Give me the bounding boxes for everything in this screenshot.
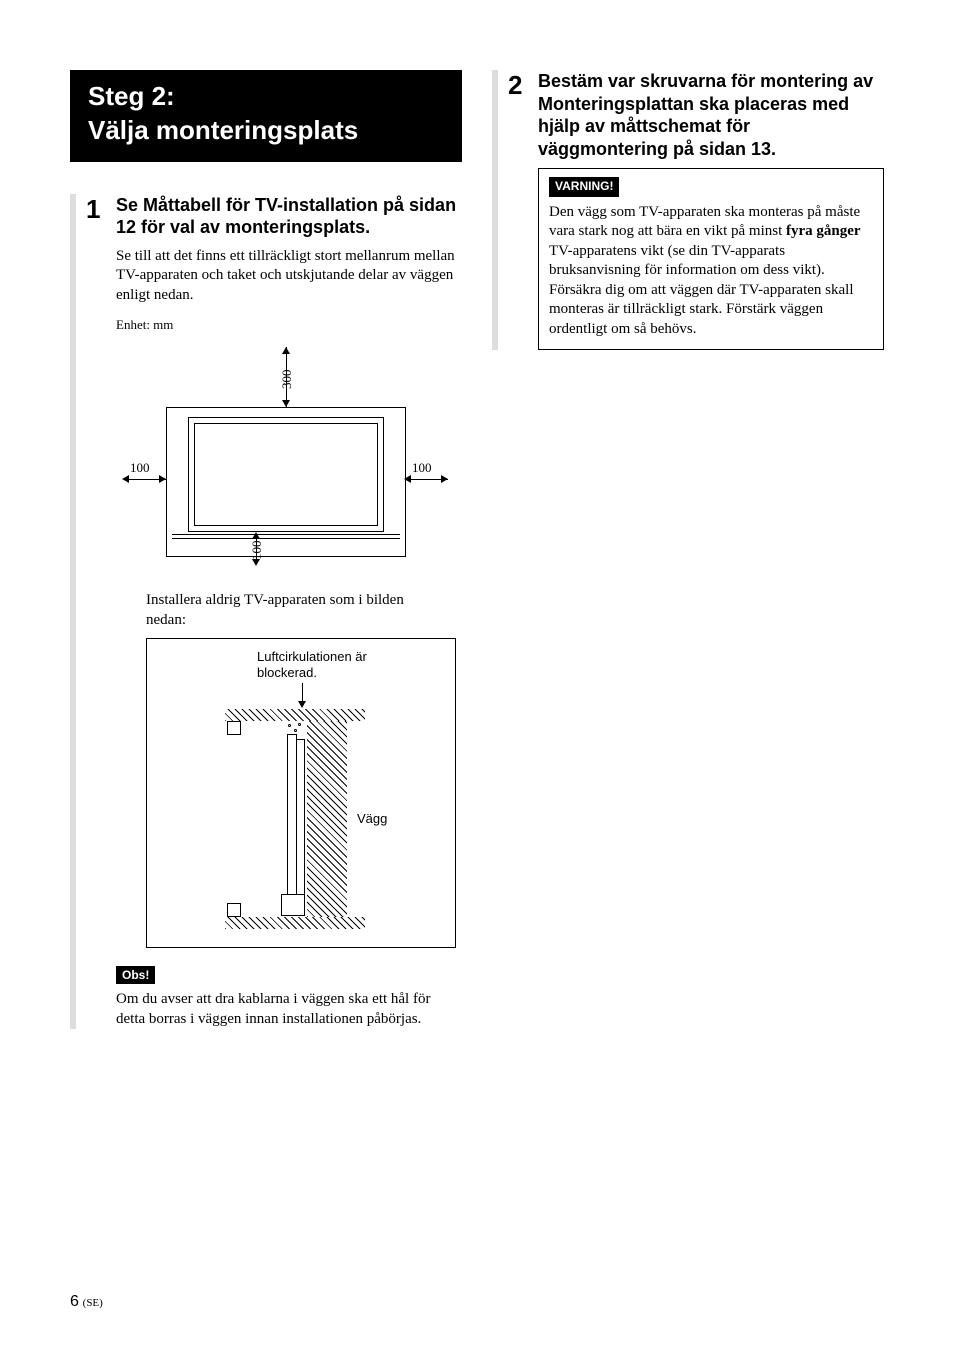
corner-box: [227, 721, 241, 735]
arrowhead-icon: [282, 400, 290, 407]
step-number-2: 2: [508, 72, 528, 350]
dim-bottom: 100: [249, 541, 265, 561]
arrowhead-icon: [441, 475, 448, 483]
arrowhead-icon: [252, 532, 260, 539]
warning-bold: fyra gånger: [786, 223, 861, 239]
step-number-1: 1: [86, 196, 106, 1030]
blocked-label: Luftcirkulationen är blockerad.: [257, 649, 387, 680]
note-text: Om du avser att dra kablarna i väggen sk…: [116, 990, 462, 1029]
page-footer: 6 (SE): [70, 1293, 103, 1311]
step-title: Välja monteringsplats: [88, 115, 358, 145]
step-2-block: 2 Bestäm var skruvarna för montering av …: [492, 70, 884, 350]
air-dot-icon: [294, 729, 297, 732]
air-dot-icon: [298, 723, 301, 726]
step-1-block: 1 Se Måttabell för TV-installation på si…: [70, 194, 462, 1030]
tv-side: [287, 734, 297, 904]
arrowhead-icon: [122, 475, 129, 483]
unit-label: Enhet: mm: [116, 317, 462, 333]
warning-text: Den vägg som TV-apparaten ska monteras p…: [549, 203, 873, 340]
warning-box: VARNING! Den vägg som TV-apparaten ska m…: [538, 168, 884, 350]
arrowhead-icon: [282, 347, 290, 354]
arrowhead-icon: [298, 701, 306, 708]
air-dot-icon: [288, 724, 291, 727]
wall-label: Vägg: [357, 811, 387, 827]
dim-right: 100: [412, 460, 432, 476]
step-header: Steg 2: Välja monteringsplats: [70, 70, 462, 162]
arrowhead-icon: [252, 559, 260, 566]
step-1-title: Se Måttabell för TV-installation på sida…: [116, 194, 462, 239]
step-2-title: Bestäm var skruvarna för montering av Mo…: [538, 70, 884, 160]
arrowhead-icon: [159, 475, 166, 483]
warning-text-b: TV-apparatens vikt (se din TV-apparats b…: [549, 243, 854, 337]
dim-top: 300: [279, 370, 295, 390]
page-number: 6: [70, 1293, 79, 1310]
wall-hatch: [307, 721, 347, 917]
note-badge: Obs!: [116, 966, 155, 984]
tv-screen-inner: [194, 423, 378, 526]
step-label: Steg 2:: [88, 81, 175, 111]
tv-back: [297, 739, 305, 899]
tv-base-line: [172, 534, 400, 535]
accent-bar: [492, 70, 498, 350]
page-lang: (SE): [83, 1297, 103, 1309]
ceiling-hatch: [225, 709, 365, 721]
tv-base-line: [172, 538, 400, 539]
warning-badge: VARNING!: [549, 177, 619, 197]
floor-hatch: [225, 917, 365, 929]
clearance-diagram: 300 100 100: [116, 337, 436, 567]
accent-bar: [70, 194, 76, 1030]
diagram2-caption: Installera aldrig TV-apparaten som i bil…: [146, 591, 426, 630]
dim-left: 100: [130, 460, 150, 476]
blocked-diagram: Luftcirkulationen är blockerad.: [146, 638, 456, 948]
tv-base: [281, 894, 305, 916]
corner-box: [227, 903, 241, 917]
step-1-body: Se till att det finns ett tillräckligt s…: [116, 247, 462, 306]
note-block: Obs! Om du avser att dra kablarna i vägg…: [116, 966, 462, 1029]
